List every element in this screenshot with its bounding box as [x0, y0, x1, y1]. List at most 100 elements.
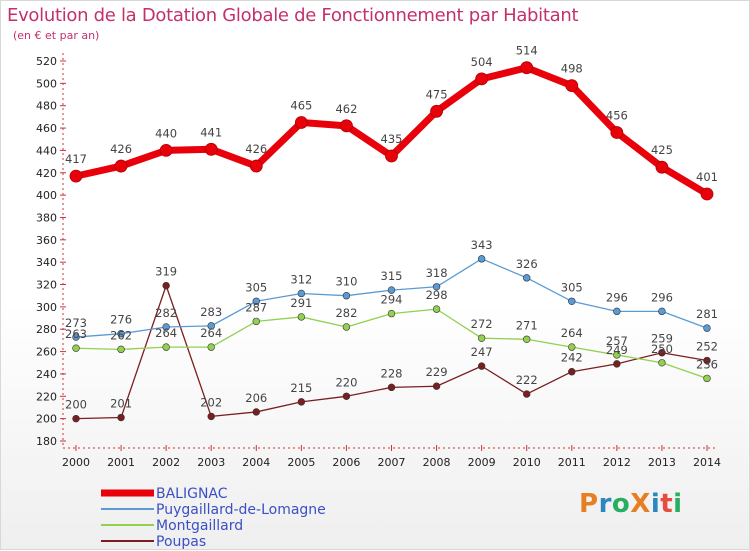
y-tick-label: 240	[36, 368, 57, 381]
data-point-poupas	[207, 412, 215, 421]
data-point-balignac	[114, 159, 128, 173]
y-tick-label: 260	[36, 346, 57, 359]
data-point-puygaillard-de-lomagne	[523, 274, 531, 282]
y-tick-label: 180	[36, 435, 57, 448]
data-point-puygaillard-de-lomagne	[387, 286, 396, 294]
y-tick-label: 220	[36, 390, 57, 403]
data-point-balignac	[159, 144, 173, 157]
y-tick-label: 200	[36, 413, 57, 426]
data-label-montgaillard: 272	[471, 317, 493, 331]
data-label-puygaillard-de-lomagne: 305	[245, 280, 267, 294]
data-point-montgaillard	[568, 343, 576, 351]
data-point-montgaillard	[703, 374, 711, 383]
data-point-poupas	[72, 414, 80, 423]
data-label-montgaillard: 263	[65, 327, 87, 341]
data-label-montgaillard: 257	[606, 334, 628, 348]
y-tick-label: 280	[36, 323, 57, 336]
data-point-montgaillard	[387, 309, 396, 318]
data-point-balignac	[385, 149, 398, 163]
chart-axes: 180 200 220 240 260 280 300 320 340 360 380 400 420 4…	[36, 53, 721, 469]
series-points	[69, 61, 714, 423]
data-label-poupas: 202	[200, 395, 222, 409]
x-tick-label: 2006	[332, 456, 360, 469]
data-label-puygaillard-de-lomagne: 318	[426, 266, 448, 280]
data-point-puygaillard-de-lomagne	[342, 292, 351, 300]
data-label-poupas: 252	[696, 340, 718, 354]
data-label-montgaillard: 298	[426, 288, 448, 302]
data-point-montgaillard	[613, 351, 621, 359]
data-label-montgaillard: 264	[200, 326, 222, 340]
data-label-puygaillard-de-lomagne: 326	[516, 257, 538, 271]
data-point-montgaillard	[72, 344, 80, 352]
y-tick-label: 300	[36, 301, 57, 314]
y-tick-label: 400	[36, 189, 57, 202]
data-point-puygaillard-de-lomagne	[297, 289, 306, 298]
data-label-poupas: 229	[426, 365, 448, 379]
data-label-balignac: 417	[65, 152, 87, 166]
data-label-puygaillard-de-lomagne: 315	[381, 269, 403, 283]
data-label-poupas: 228	[381, 366, 403, 380]
data-label-balignac: 475	[426, 87, 448, 101]
legend-label-poupas: Poupas	[156, 534, 206, 550]
data-point-montgaillard	[477, 334, 486, 342]
chart-legend: BALIGNACPuygaillard-de-LomagneMontgailla…	[101, 486, 326, 550]
x-tick-label: 2012	[603, 456, 631, 469]
x-tick-label: 2002	[152, 456, 180, 469]
x-tick-label: 2008	[423, 456, 451, 469]
data-point-puygaillard-de-lomagne	[613, 307, 621, 316]
proxiti-logo: ProXiti	[579, 489, 683, 519]
legend-label-puygaillard-de-lomagne: Puygaillard-de-Lomagne	[156, 502, 326, 518]
data-point-montgaillard	[658, 359, 666, 367]
data-label-puygaillard-de-lomagne: 296	[606, 290, 628, 304]
data-label-montgaillard: 264	[155, 326, 177, 340]
data-label-balignac: 504	[471, 55, 493, 69]
data-label-balignac: 426	[245, 142, 267, 156]
y-tick-label: 380	[36, 211, 57, 224]
chart-subtitle: (en € et par an)	[13, 29, 100, 42]
data-label-montgaillard: 250	[651, 342, 673, 356]
data-point-balignac	[655, 160, 669, 174]
data-label-puygaillard-de-lomagne: 312	[290, 272, 312, 286]
data-point-montgaillard	[342, 323, 351, 331]
data-point-balignac	[475, 72, 489, 86]
data-label-balignac: 462	[335, 102, 357, 116]
data-label-poupas: 319	[155, 265, 177, 279]
data-label-poupas: 247	[471, 345, 493, 359]
data-point-montgaillard	[162, 343, 170, 351]
x-tick-label: 2014	[693, 456, 721, 469]
data-label-montgaillard: 294	[381, 293, 403, 307]
data-label-balignac: 440	[155, 126, 177, 140]
data-label-balignac: 498	[561, 62, 583, 76]
chart-title: Evolution de la Dotation Globale de Fonc…	[7, 5, 579, 26]
x-tick-label: 2009	[468, 456, 496, 469]
x-tick-label: 2001	[107, 456, 135, 469]
y-tick-label: 320	[36, 279, 57, 292]
data-label-poupas: 200	[65, 398, 87, 412]
data-label-balignac: 456	[606, 109, 628, 123]
data-label-montgaillard: 282	[335, 306, 357, 320]
y-tick-label: 360	[36, 234, 57, 247]
data-point-puygaillard-de-lomagne	[658, 307, 666, 316]
data-point-poupas	[658, 349, 666, 357]
data-label-puygaillard-de-lomagne: 310	[335, 275, 357, 289]
data-point-poupas	[162, 281, 170, 290]
data-point-montgaillard	[432, 305, 441, 313]
data-label-poupas: 242	[561, 351, 583, 365]
data-point-puygaillard-de-lomagne	[252, 297, 260, 305]
data-point-balignac	[520, 61, 534, 75]
data-label-balignac: 435	[381, 132, 403, 146]
data-point-montgaillard	[207, 343, 215, 351]
legend-label-montgaillard: Montgaillard	[156, 518, 243, 534]
data-point-balignac	[430, 104, 443, 118]
data-point-balignac	[294, 116, 308, 129]
x-tick-label: 2007	[378, 456, 406, 469]
data-label-puygaillard-de-lomagne: 305	[561, 280, 583, 294]
y-tick-label: 480	[36, 100, 57, 113]
data-point-puygaillard-de-lomagne	[477, 255, 486, 263]
legend-label-balignac: BALIGNAC	[156, 486, 228, 502]
data-label-balignac: 465	[290, 98, 312, 112]
x-tick-label: 2011	[558, 456, 586, 469]
data-point-balignac	[204, 142, 218, 156]
